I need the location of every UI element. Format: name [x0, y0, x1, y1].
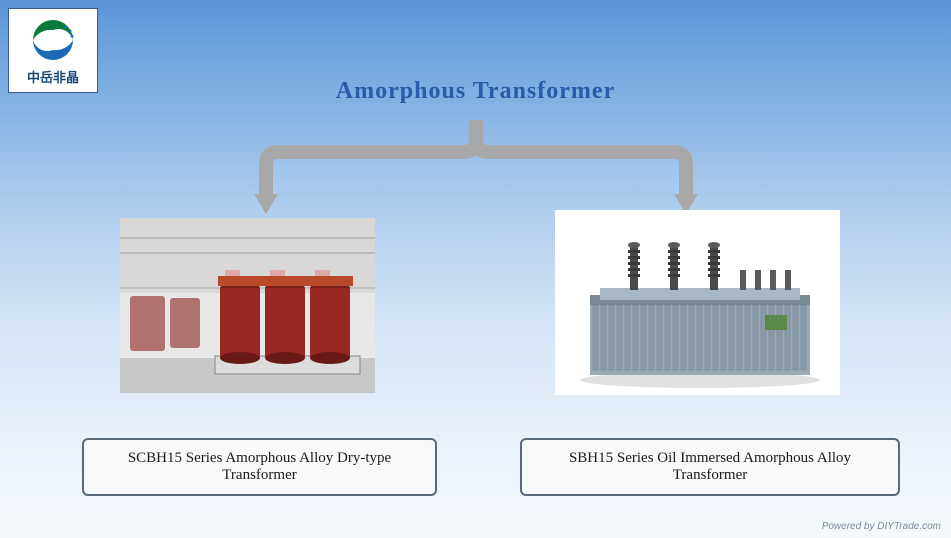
logo-text: 中岳非晶 — [27, 67, 79, 86]
product-image-left — [120, 218, 375, 393]
branch-connector — [206, 112, 746, 222]
page-title: Amorphous Transformer — [336, 78, 615, 105]
product-label-left: SCBH15 Series Amorphous Alloy Dry-type T… — [82, 438, 437, 496]
dry-transformer-illustration — [120, 218, 375, 393]
product-image-right — [555, 210, 840, 395]
company-logo: 中岳非晶 — [8, 8, 98, 93]
product-label-right: SBH15 Series Oil Immersed Amorphous Allo… — [520, 438, 900, 496]
watermark-text: Powered by DIYTrade.com — [822, 521, 941, 532]
oil-transformer-illustration — [555, 210, 840, 395]
logo-swirl-icon — [28, 15, 78, 65]
